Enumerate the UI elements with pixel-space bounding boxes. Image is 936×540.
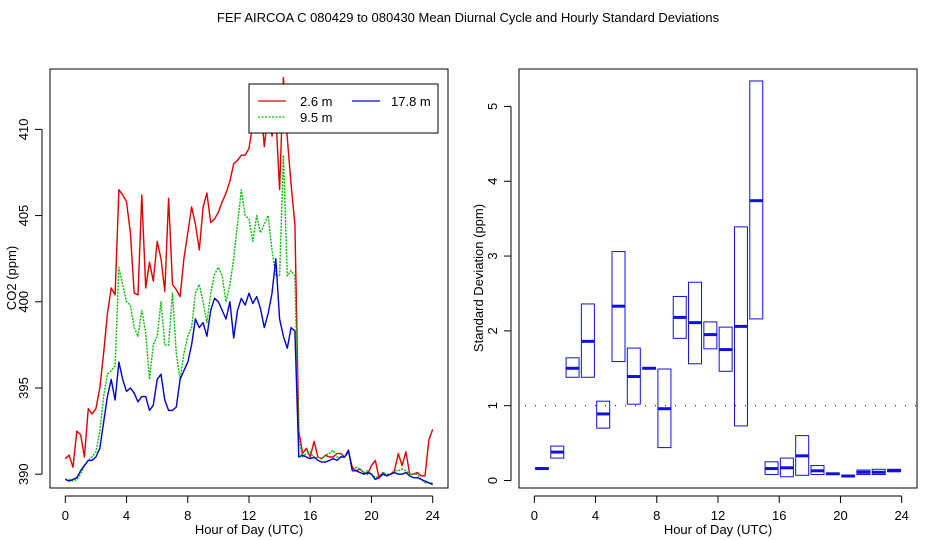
right-y-tick-label: 0 — [485, 477, 500, 484]
right-x-tick-label: 12 — [711, 508, 725, 523]
legend-label-2-6m: 2.6 m — [300, 94, 333, 109]
right-y-tick-label: 5 — [485, 103, 500, 110]
right-plot-frame — [518, 68, 918, 489]
left-x-axis: 0 4 8 12 16 20 24 — [62, 495, 440, 523]
left-y-tick-label: 390 — [16, 463, 31, 485]
series-line-9-5-m — [65, 154, 433, 484]
right-y-tick-label: 1 — [485, 402, 500, 409]
left-x-tick-label: 24 — [425, 508, 439, 523]
left-x-label: Hour of Day (UTC) — [195, 522, 303, 537]
left-x-tick-label: 12 — [242, 508, 256, 523]
left-y-label: CO2 (ppm) — [4, 246, 19, 310]
legend: 2.6 m 9.5 m 17.8 m — [248, 83, 439, 134]
right-y-tick-label: 2 — [485, 327, 500, 334]
right-x-tick-label: 8 — [653, 508, 660, 523]
left-y-tick-label: 405 — [16, 205, 31, 227]
right-x-tick-label: 0 — [531, 508, 538, 523]
stddev-boxes — [534, 80, 902, 478]
right-x-tick-label: 16 — [772, 508, 786, 523]
right-y-tick-label: 3 — [485, 252, 500, 259]
left-series-lines — [64, 76, 434, 486]
series-line-2-6-m — [64, 76, 434, 479]
figure-title: FEF AIRCOA C 080429 to 080430 Mean Diurn… — [217, 10, 720, 25]
right-x-tick-label: 24 — [894, 508, 908, 523]
left-y-tick-label: 395 — [16, 377, 31, 399]
right-x-axis: 0 4 8 12 16 20 24 — [531, 495, 909, 523]
right-y-tick-label: 4 — [485, 178, 500, 185]
series-line-17-8-m — [65, 258, 433, 486]
left-x-tick-label: 16 — [303, 508, 317, 523]
left-x-tick-label: 0 — [62, 508, 69, 523]
left-x-tick-label: 20 — [364, 508, 378, 523]
left-y-tick-label: 400 — [16, 291, 31, 313]
legend-label-9-5m: 9.5 m — [300, 110, 333, 125]
right-x-label: Hour of Day (UTC) — [664, 522, 772, 537]
right-x-tick-label: 4 — [592, 508, 599, 523]
legend-label-17-8m: 17.8 m — [391, 94, 431, 109]
left-plot-frame — [49, 68, 449, 489]
right-x-tick-label: 20 — [833, 508, 847, 523]
co2-line-chart: 0 4 8 12 16 20 24 390 395 400 405 410 Hour of Day … — [4, 68, 449, 537]
left-x-tick-label: 4 — [123, 508, 130, 523]
right-y-axis: 0 1 2 3 4 5 — [485, 103, 512, 484]
legend-box — [248, 83, 439, 134]
left-y-tick-label: 410 — [16, 118, 31, 140]
right-y-label: Standard Deviation (ppm) — [471, 204, 486, 352]
left-y-axis: 390 395 400 405 410 — [16, 118, 43, 485]
left-x-tick-label: 8 — [184, 508, 191, 523]
